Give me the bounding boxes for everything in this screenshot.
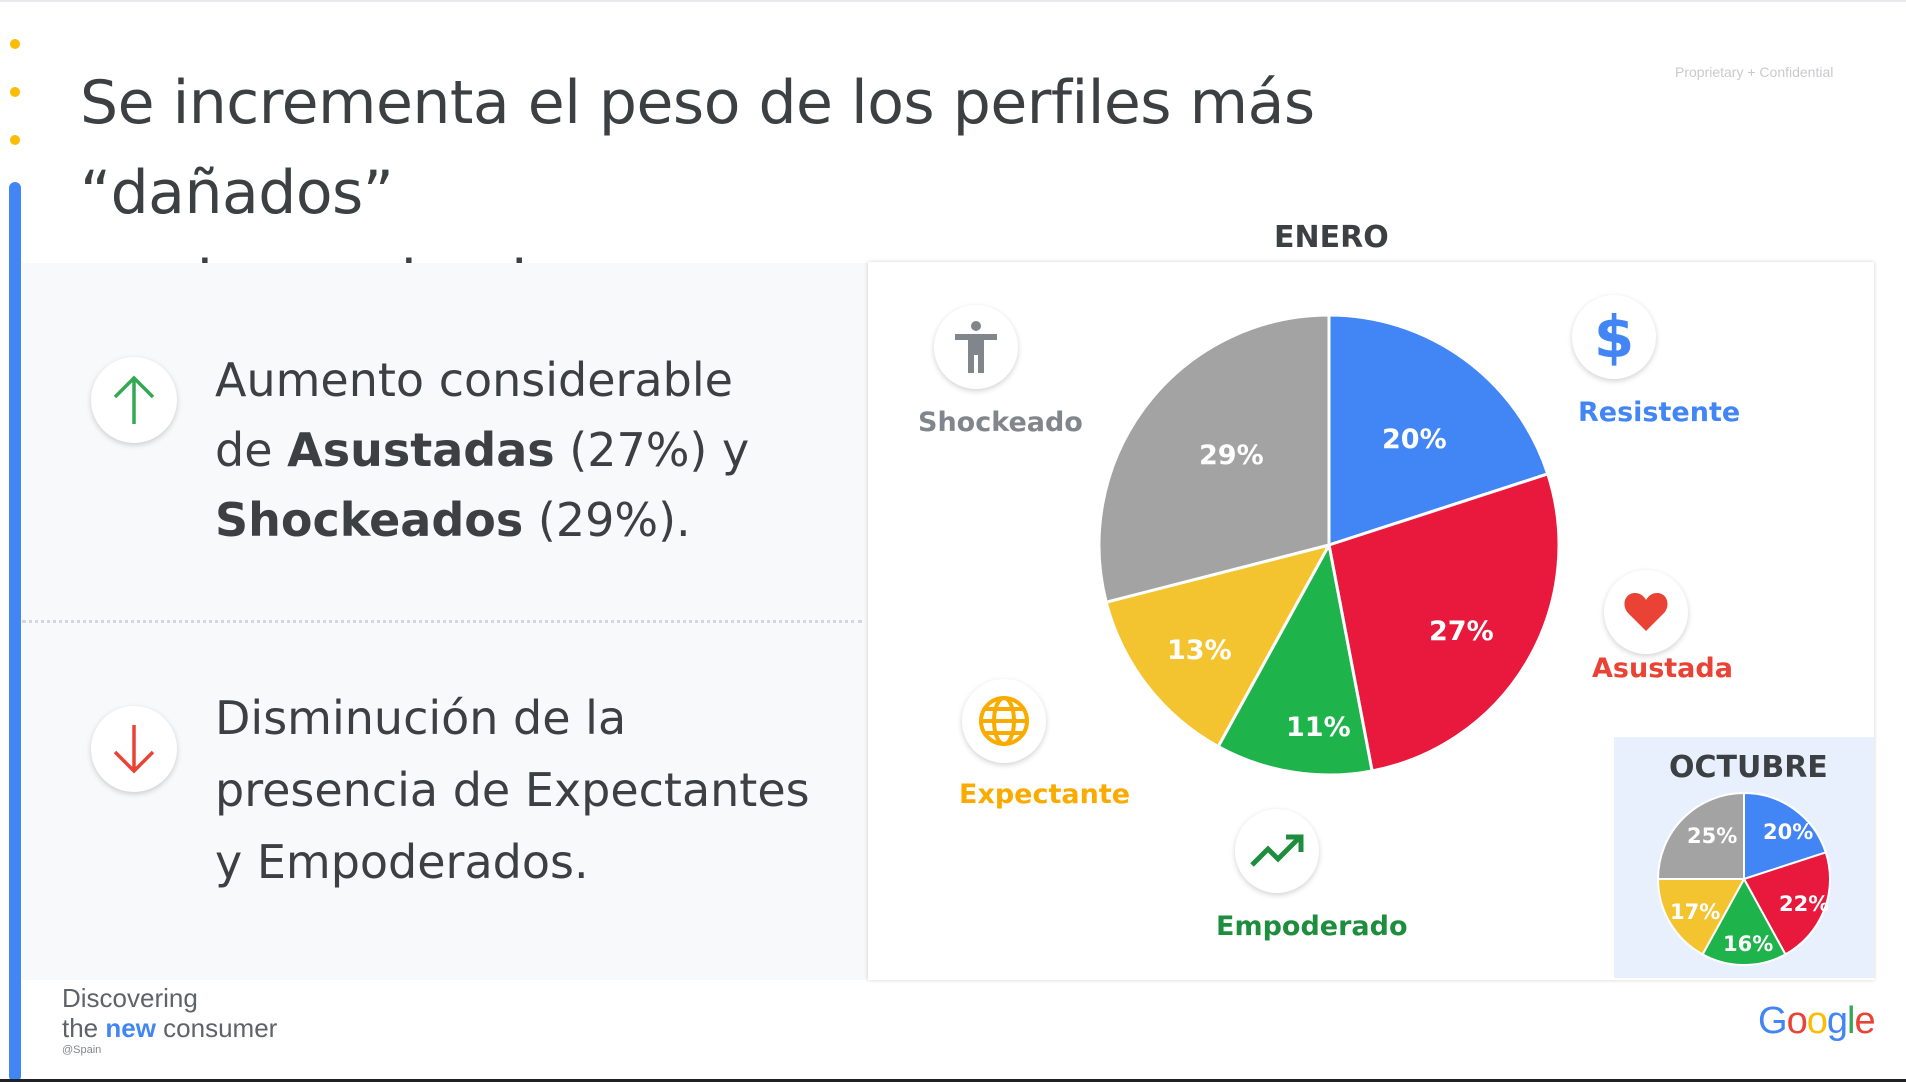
arrow-up-icon [91, 357, 177, 443]
top-border [0, 0, 1906, 2]
increase-line-3: Shockeados (29%). [215, 485, 749, 555]
dollar-icon: $ [1572, 295, 1656, 379]
increase-line-3-post: (29%). [523, 493, 691, 547]
octubre-label-empoderado: 16% [1723, 932, 1774, 956]
globe-icon [962, 679, 1046, 763]
brand-new: new [105, 1013, 156, 1043]
trending-up-icon [1235, 809, 1319, 893]
increase-line-2-post: (27%) y [554, 423, 750, 477]
brand-line-1: Discovering [62, 983, 198, 1013]
accessibility-icon [934, 305, 1018, 389]
decor-dot [10, 87, 20, 97]
google-letter: l [1846, 1000, 1856, 1042]
octubre-label-shockeado: 25% [1687, 824, 1738, 848]
title-line-1: Se incrementa el peso de los perfiles má… [80, 68, 1315, 228]
heart-icon [1604, 570, 1688, 654]
arrow-down-icon [91, 706, 177, 792]
brand-consumer: consumer [155, 1013, 278, 1043]
label-empoderado: Empoderado [1216, 911, 1408, 942]
decrease-line-3: y Empoderados. [215, 835, 589, 889]
brand-line-2: the new consumer [62, 1013, 277, 1043]
decrease-text: Disminución de la presencia de Expectant… [215, 682, 810, 898]
increase-asustadas: Asustadas [287, 423, 555, 477]
label-asustada: Asustada [1592, 653, 1733, 684]
google-letter: o [1786, 1000, 1808, 1042]
dollar-symbol: $ [1593, 303, 1635, 371]
brand-the: the [62, 1013, 106, 1043]
octubre-label-expectante: 17% [1670, 900, 1721, 924]
increase-text: Aumento considerable de Asustadas (27%) … [215, 345, 749, 555]
google-logo: Google [1758, 1000, 1876, 1043]
enero-label-shockeado: 29% [1199, 440, 1264, 471]
decrease-line-1: Disminución de la [215, 691, 627, 745]
increase-line-2-pre: de [215, 423, 288, 477]
accent-bar [9, 182, 21, 1082]
google-letter: e [1854, 1000, 1875, 1042]
decor-dot [10, 39, 20, 49]
label-resistente: Resistente [1578, 397, 1741, 428]
increase-line-1: Aumento considerable [215, 353, 733, 407]
panel-divider [22, 620, 862, 623]
bottom-border [0, 1079, 1906, 1082]
octubre-label-resistente: 20% [1763, 820, 1814, 844]
enero-label-resistente: 20% [1382, 424, 1447, 455]
label-expectante: Expectante [959, 779, 1131, 810]
confidential-note: Proprietary + Confidential [1675, 64, 1834, 80]
enero-label-empoderado: 11% [1286, 712, 1351, 743]
brand-region: @Spain [62, 1044, 102, 1056]
enero-label-expectante: 13% [1167, 635, 1232, 666]
decrease-line-2: presencia de Expectantes [215, 763, 810, 817]
google-letter: g [1826, 1000, 1848, 1042]
chart-title-enero: ENERO [1274, 220, 1389, 255]
increase-line-2: de Asustadas (27%) y [215, 415, 749, 485]
label-shockeado: Shockeado [918, 407, 1083, 438]
enero-label-asustada: 27% [1429, 616, 1494, 647]
google-letter: o [1806, 1000, 1828, 1042]
chart-title-octubre: OCTUBRE [1669, 750, 1828, 785]
decor-dot [10, 135, 20, 145]
octubre-label-asustada: 22% [1779, 892, 1830, 916]
increase-shockeados: Shockeados [215, 493, 524, 547]
google-letter: G [1758, 1000, 1788, 1042]
